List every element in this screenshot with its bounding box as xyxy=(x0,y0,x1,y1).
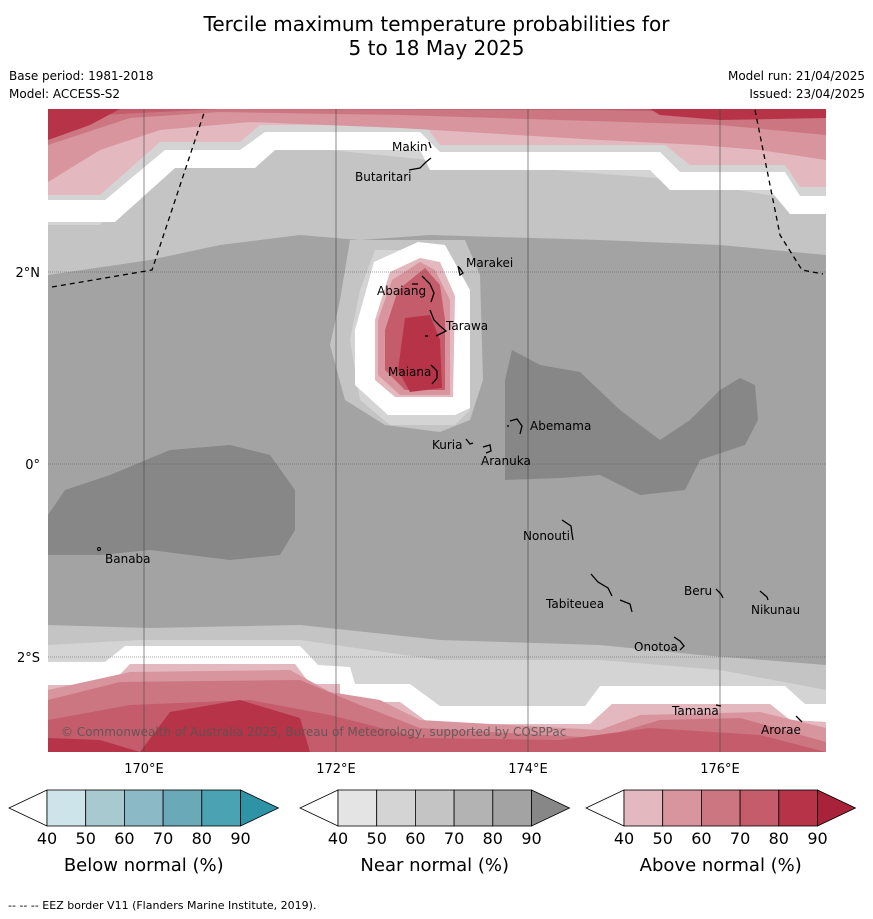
graticule xyxy=(48,271,826,658)
colorbar-tick-label: 50 xyxy=(653,829,673,848)
colorbar-tick-label: 40 xyxy=(328,829,348,848)
probability-field xyxy=(48,109,826,752)
place-label: Arorae xyxy=(761,723,801,737)
place-label: Nikunau xyxy=(751,603,800,617)
place-label: Makin xyxy=(392,140,428,154)
colorbar-segment xyxy=(46,789,87,827)
colorbar: 40 50 60 70 80 90 Above normal (%) xyxy=(585,789,857,876)
place-label: Onotoa xyxy=(634,640,678,654)
copyright-notice: © Commonwealth of Australia 2025, Bureau… xyxy=(61,725,566,739)
colorbar-tick-label: 90 xyxy=(521,829,541,848)
place-label: Kuria xyxy=(432,438,463,452)
colorbar: 40 50 60 70 80 90 Near normal (%) xyxy=(299,789,571,876)
colorbar-segment xyxy=(337,789,378,827)
x-tick-label: 176°E xyxy=(700,762,740,777)
colorbar-tick-label: 80 xyxy=(483,829,503,848)
place-label: Aranuka xyxy=(481,454,531,468)
place-label: Butaritari xyxy=(355,170,412,184)
colorbar-tick-label: 70 xyxy=(444,829,464,848)
eez-border xyxy=(51,109,824,288)
colorbar-max-extension xyxy=(531,789,571,827)
y-tick-label: 2°N xyxy=(16,266,41,281)
place-label: Tamana xyxy=(671,704,719,718)
colorbar-tick-label: 60 xyxy=(405,829,425,848)
colorbar-title: Above normal (%) xyxy=(640,855,802,876)
colorbar-tick-label: 60 xyxy=(114,829,134,848)
colorbar-legend: 40 50 60 70 80 90 Below normal (%) 40 50 60 70 80 90… xyxy=(8,789,857,876)
title-line-1: Tercile maximum temperature probabilitie… xyxy=(203,12,670,36)
colorbar-tick-label: 40 xyxy=(614,829,634,848)
colorbar-segment xyxy=(376,789,416,827)
colorbar-tick-label: 80 xyxy=(192,829,212,848)
banaba-island-icon xyxy=(97,547,101,551)
colorbar-tick-label: 80 xyxy=(769,829,789,848)
map-title: Tercile maximum temperature probabilitie… xyxy=(0,12,873,60)
issued-date: Issued: 23/04/2025 xyxy=(749,87,865,101)
base-period: Base period: 1981-2018 xyxy=(9,69,154,83)
colorbar-min-extension xyxy=(8,789,48,827)
place-label: Tarawa xyxy=(445,319,488,333)
colorbar-tick-label: 90 xyxy=(230,829,250,848)
model-name: Model: ACCESS-S2 xyxy=(9,87,121,101)
place-label: Abaiang xyxy=(377,284,426,298)
colorbar-max-extension xyxy=(817,789,857,827)
y-tick-label: 0° xyxy=(25,458,40,473)
meridians xyxy=(143,109,721,752)
x-tick-label: 174°E xyxy=(508,762,548,777)
colorbar-tick-label: 60 xyxy=(691,829,711,848)
colorbar-segment xyxy=(414,789,455,827)
colorbar-tick-label: 90 xyxy=(807,829,827,848)
colorbar-min-extension xyxy=(585,789,625,827)
colorbar-segment xyxy=(85,789,125,827)
colorbar-tick-label: 70 xyxy=(730,829,750,848)
place-label: Abemama xyxy=(530,419,591,433)
colorbar-segment xyxy=(201,789,241,827)
meta-left: Base period: 1981-2018 Model: ACCESS-S2 xyxy=(9,67,154,103)
colorbar: 40 50 60 70 80 90 Below normal (%) xyxy=(8,789,280,876)
x-tick-label: 172°E xyxy=(316,762,356,777)
colorbar-title: Near normal (%) xyxy=(360,855,509,876)
colorbar-segment xyxy=(162,789,203,827)
place-label: Nonouti xyxy=(523,529,570,543)
meta-right: Model run: 21/04/2025 Issued: 23/04/2025 xyxy=(728,67,865,103)
place-label: Maiana xyxy=(388,365,431,379)
colorbar-min-extension xyxy=(299,789,339,827)
colorbar-segment xyxy=(492,789,532,827)
islands xyxy=(408,141,803,723)
colorbar-segment xyxy=(701,789,741,827)
colorbar-segment xyxy=(662,789,702,827)
colorbar-title: Below normal (%) xyxy=(64,855,224,876)
place-label: Beru xyxy=(684,584,712,598)
place-label: Tabiteuea xyxy=(545,597,604,611)
colorbar-tick-label: 50 xyxy=(367,829,387,848)
axis-labels: 170°E 172°E 174°E 176°E 2°N 0° 2°S xyxy=(16,266,740,777)
colorbar-tick-label: 50 xyxy=(76,829,96,848)
place-labels: Makin Butaritari Marakei Abaiang Tarawa … xyxy=(105,140,801,737)
y-tick-label: 2°S xyxy=(17,651,40,666)
colorbar-segment xyxy=(623,789,664,827)
colorbar-segment xyxy=(778,789,818,827)
place-label: Banaba xyxy=(105,552,151,566)
place-label: Marakei xyxy=(466,256,513,270)
title-line-2: 5 to 18 May 2025 xyxy=(348,36,525,60)
x-tick-label: 170°E xyxy=(124,762,164,777)
colorbar-tick-label: 40 xyxy=(37,829,57,848)
colorbar-tick-label: 70 xyxy=(153,829,173,848)
colorbar-max-extension xyxy=(240,789,280,827)
colorbar-segment xyxy=(124,789,164,827)
footer-note: -- -- -- EEZ border V11 (Flanders Marine… xyxy=(8,899,317,912)
model-run: Model run: 21/04/2025 xyxy=(727,69,865,83)
colorbar-segment xyxy=(739,789,780,827)
colorbar-segment xyxy=(453,789,494,827)
